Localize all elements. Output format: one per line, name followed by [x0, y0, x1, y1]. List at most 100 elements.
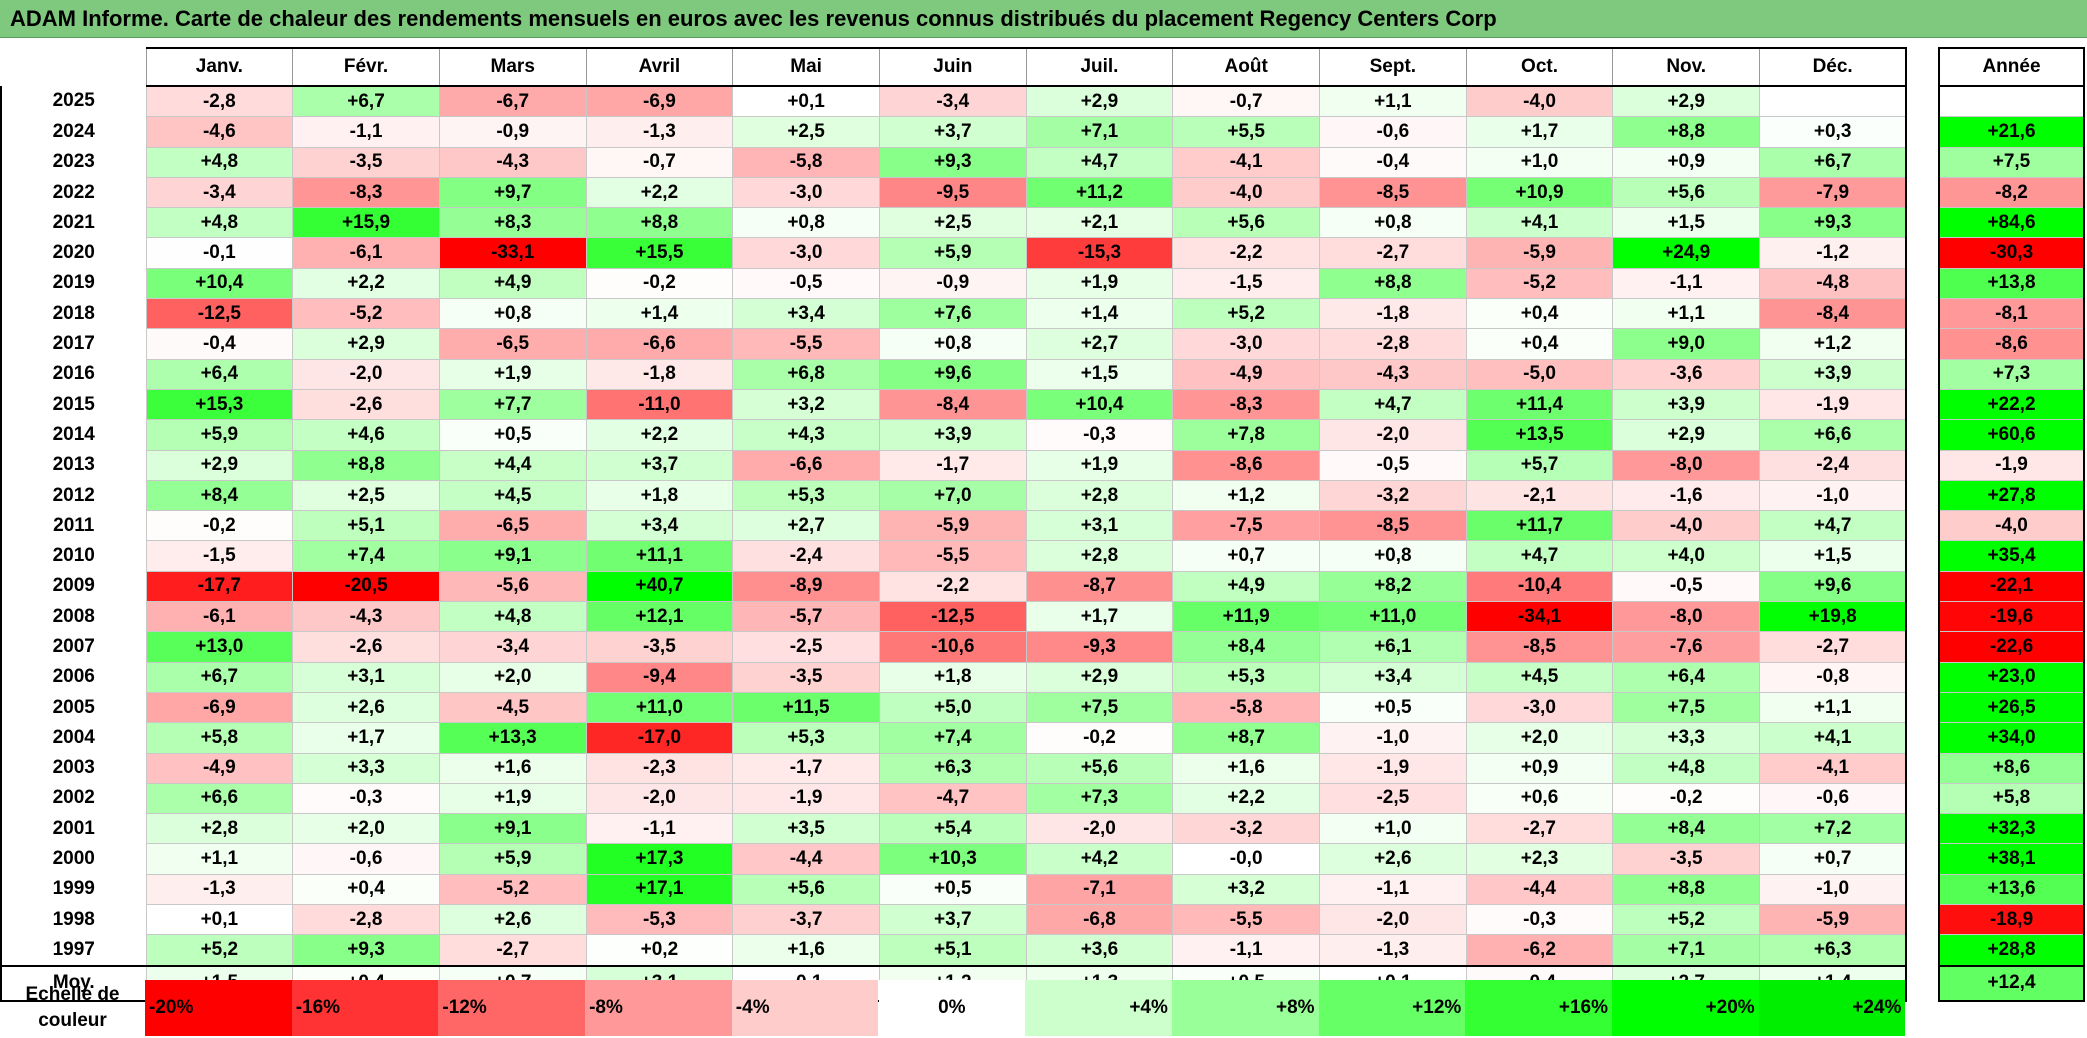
heatmap-cell: -2,0 [585, 782, 734, 815]
annual-row: +7,3 [1938, 358, 2085, 390]
heatmap-cell: +1,9 [438, 358, 587, 390]
heatmap-cell: +2,6 [292, 691, 440, 724]
heatmap-cell: -5,2 [1465, 267, 1614, 300]
heatmap-cell: +2,9 [1025, 85, 1174, 118]
heatmap-cell: -8,5 [1319, 510, 1467, 542]
heatmap-cell: -4,4 [732, 843, 880, 875]
heatmap-cell: -1,1 [1612, 267, 1761, 300]
month-header: Janv. [145, 47, 293, 87]
heatmap-cell: +3,2 [1172, 873, 1320, 906]
year-row: 2011 -0,2 +5,1 -6,5 +3,4 +2,7 -5,9 +3,1 -7,5 -8,5… [0, 510, 1908, 542]
heatmap-cell: +9,3 [292, 934, 440, 967]
heatmap-cell: -1,1 [1319, 873, 1467, 906]
heatmap-cell: +0,8 [732, 207, 880, 239]
heatmap-cell: +4,7 [1319, 388, 1467, 421]
heatmap-cell: +9,6 [878, 358, 1027, 390]
heatmap-cell: -4,3 [292, 601, 440, 633]
heatmap-cell: -2,7 [1465, 813, 1614, 845]
heatmap-cell: +10,3 [878, 843, 1027, 875]
heatmap-cell: +13,3 [438, 722, 587, 754]
annual-cell: +21,6 [1938, 116, 2085, 148]
annual-row: +7,5 [1938, 146, 2085, 178]
heatmap-cell: +2,0 [1465, 722, 1614, 754]
heatmap-cell: +6,7 [145, 661, 294, 693]
heatmap-cell: -3,0 [1172, 328, 1320, 360]
heatmap-cell: +0,8 [878, 328, 1027, 360]
heatmap-cell: +24,9 [1612, 237, 1761, 269]
heatmap-cell: -2,8 [1319, 328, 1467, 360]
month-header: Mai [732, 47, 880, 87]
heatmap-cell: +0,5 [438, 419, 587, 451]
year-row: 2020 -0,1 -6,1 -33,1 +15,5 -3,0 +5,9 -15,3 -2,2-… [0, 237, 1908, 269]
heatmap-cell: -6,5 [438, 328, 587, 360]
heatmap-cell: +3,5 [732, 813, 880, 845]
heatmap-cell: -4,9 [1172, 358, 1320, 390]
heatmap-cell: -5,8 [1172, 691, 1320, 724]
month-header: Juil. [1025, 47, 1173, 87]
heatmap-cell: -2,7 [1759, 631, 1908, 663]
annual-cell: +23,0 [1938, 661, 2085, 693]
heatmap-cell: -1,0 [1759, 873, 1908, 906]
heatmap-cell: -2,6 [292, 631, 440, 663]
heatmap-cell: -8,6 [1172, 449, 1320, 481]
heatmap-cell: +0,4 [1465, 328, 1614, 360]
year-label: 2012 [0, 480, 146, 511]
heatmap-cell: +4,8 [145, 146, 294, 178]
heatmap-cell: -6,6 [732, 449, 880, 481]
heatmap-cell: -6,1 [145, 601, 294, 633]
heatmap-cell: +4,1 [1759, 722, 1908, 754]
heatmap-cell: +4,0 [1612, 540, 1761, 572]
heatmap-cell: -2,5 [732, 631, 880, 663]
heatmap-cell: +2,8 [1025, 479, 1174, 512]
heatmap-cell: +1,5 [1612, 207, 1761, 239]
heatmap-cell: -1,1 [1172, 934, 1320, 967]
heatmap-cell: +11,7 [1465, 510, 1614, 542]
heatmap-cell: +2,8 [145, 813, 294, 845]
heatmap-cell: +1,2 [1172, 479, 1320, 512]
heatmap-cell: -0,5 [732, 267, 880, 300]
heatmap-cell: +6,6 [145, 782, 294, 815]
heatmap-cell: +1,7 [292, 722, 440, 754]
heatmap-cell: +4,6 [292, 419, 440, 451]
year-row: 2000 +1,1 -0,6 +5,9 +17,3 -4,4 +10,3 +4,2 -0,0 +2… [0, 843, 1908, 875]
heatmap-cell: -0,9 [878, 267, 1027, 300]
heatmap-cell: +1,2 [1759, 328, 1908, 360]
heatmap-cell: +2,0 [292, 813, 440, 845]
year-label: 2008 [0, 601, 146, 632]
year-label: 2013 [0, 450, 146, 481]
year-label: 1997 [0, 934, 146, 966]
heatmap-cell: +13,0 [145, 631, 294, 663]
heatmap-cell: +11,0 [585, 691, 734, 724]
annual-row: +22,2 [1938, 388, 2085, 421]
heatmap-cell: +19,8 [1759, 601, 1908, 633]
heatmap-cell: -7,5 [1172, 510, 1320, 542]
heatmap-cell: +2,9 [1612, 85, 1761, 118]
heatmap-cell: -4,6 [145, 116, 294, 148]
annual-row: -30,3 [1938, 237, 2085, 269]
heatmap-cell: -3,0 [732, 176, 880, 209]
heatmap-cell: +1,8 [878, 661, 1027, 693]
heatmap-cell: +5,2 [1612, 904, 1761, 936]
annual-cell: +8,6 [1938, 752, 2085, 784]
heatmap-cell: -0,3 [292, 782, 440, 815]
year-label: 2000 [0, 843, 146, 875]
heatmap-cell: +7,4 [878, 722, 1027, 754]
heatmap-cell: +7,8 [1172, 419, 1320, 451]
heatmap-cell: -3,4 [878, 85, 1027, 118]
heatmap-cell: -4,3 [438, 146, 587, 178]
annual-cell: -30,3 [1938, 237, 2085, 269]
heatmap-cell: -7,9 [1759, 176, 1908, 209]
heatmap-cell: +4,3 [732, 419, 880, 451]
heatmap-cell: +2,2 [1172, 782, 1320, 815]
heatmap-cell: +3,7 [585, 449, 734, 481]
year-row: 2009 -17,7 -20,5 -5,6 +40,7 -8,9 -2,2 -8,7 +4,9 +… [0, 570, 1908, 603]
heatmap-cell: +5,3 [732, 479, 880, 512]
heatmap-cell: +0,5 [878, 873, 1027, 906]
heatmap-cell: +2,3 [1465, 843, 1614, 875]
heatmap-cell: +1,7 [1465, 116, 1614, 148]
annual-cell: -8,1 [1938, 298, 2085, 330]
heatmap-cell: +4,9 [438, 267, 587, 300]
annual-cell: -1,9 [1938, 449, 2085, 481]
heatmap-cell: -2,0 [1319, 904, 1467, 936]
heatmap-cell: -2,2 [878, 570, 1027, 603]
